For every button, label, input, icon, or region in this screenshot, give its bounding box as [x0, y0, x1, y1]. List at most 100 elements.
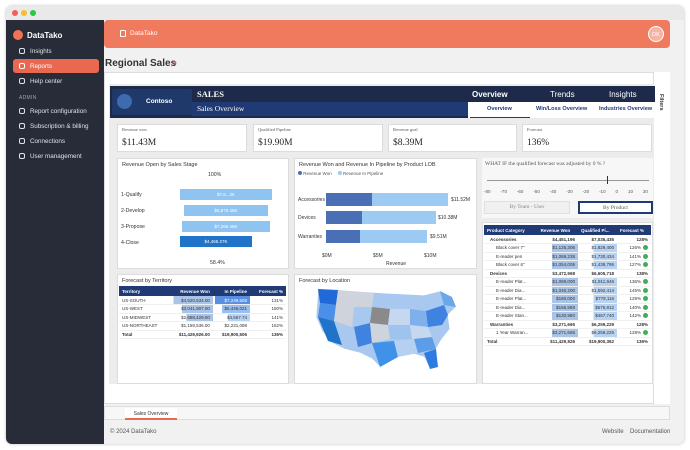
table-row[interactable]: US-MIDWEST $2,688,429.00 $4,567.74 141% — [119, 313, 286, 322]
kpi-card-revenue-goal[interactable]: Revenue goal $8.39M — [388, 124, 517, 152]
pipeline-cell: $7,249,608 — [212, 296, 251, 305]
connections-icon — [19, 138, 25, 144]
footer-copyright: © 2024 DataTako — [110, 429, 157, 435]
panel-title: Forecast by Territory — [122, 278, 173, 284]
funnel-bar[interactable]: $7.6...3K — [180, 189, 272, 200]
revenue-won-bar[interactable] — [326, 230, 360, 243]
subtab-overview[interactable]: Overview — [487, 106, 512, 112]
sidebar-item-insights[interactable]: Insights — [13, 44, 99, 58]
subtab-industries[interactable]: Industries Overview — [599, 106, 653, 112]
total-cell: $19,900,362 — [577, 337, 617, 346]
by-team-user-button[interactable]: By Team - User — [484, 201, 570, 214]
column-header[interactable]: Territory — [119, 286, 169, 296]
panel-title: Forecast by Location — [299, 278, 351, 284]
product-cell: E-reader Dia... — [484, 303, 538, 312]
column-header[interactable]: Forecast % — [250, 286, 286, 296]
footer-link-website[interactable]: Website — [602, 429, 624, 435]
column-header[interactable]: Qualified Pi... — [577, 225, 617, 235]
status-dot-icon — [643, 304, 648, 310]
table-row[interactable]: E-reader Stan... $130,980 $467,740 142% — [484, 311, 651, 321]
status-dot-icon — [643, 262, 648, 268]
topbar-logo[interactable]: DataTako — [120, 30, 157, 37]
revenue-won-bar[interactable] — [326, 193, 372, 206]
slider-handle[interactable] — [607, 176, 608, 184]
tab-overview[interactable]: Overview — [472, 90, 508, 99]
table-row[interactable]: Black cover 7" $1,125,306 $1,829,400 126% — [484, 243, 651, 253]
sidebar-item-connections[interactable]: Connections — [13, 134, 99, 148]
table-header-row: Product Category Revenue Won Qualified P… — [484, 225, 651, 235]
product-cell: $4,451,196 — [537, 235, 578, 244]
by-product-button[interactable]: By Product — [578, 201, 653, 214]
tab-insights[interactable]: Insights — [609, 90, 637, 99]
us-map[interactable] — [314, 287, 460, 373]
axis-tick-label: $0M — [322, 253, 332, 259]
table-row[interactable]: US-SOUTH $4,520,534.00 $7,249,608 131% — [119, 296, 286, 305]
pipeline-bar[interactable] — [362, 211, 436, 224]
sidebar-item-subscription-billing[interactable]: Subscription & billing — [13, 119, 99, 133]
brand[interactable]: DataTako — [13, 30, 62, 40]
pipeline-cell: $5,446,021 — [212, 304, 251, 314]
sidebar-item-label: Subscription & billing — [30, 122, 89, 130]
subtab-win-loss[interactable]: Win/Loss Overview — [536, 106, 588, 112]
product-cell: $1,125,306 — [537, 243, 578, 253]
pipeline-cell: $4,567.74 — [212, 313, 251, 322]
funnel-bar[interactable]: $6,878.45K — [184, 205, 268, 216]
status-dot-icon — [643, 313, 648, 319]
sidebar-item-help-center[interactable]: Help center — [13, 74, 99, 88]
page-tab-sales-overview[interactable]: Sales Overview — [125, 408, 177, 420]
tick-label: 0 — [615, 189, 619, 194]
pipeline-bar[interactable] — [360, 230, 427, 243]
column-header[interactable]: Product Category — [484, 225, 538, 235]
product-cell: $130,980 — [537, 311, 578, 321]
table-row[interactable]: Black cover 6" $1,054,006 $1,438,796 127% — [484, 260, 651, 270]
product-cell: $1,592,414 — [577, 286, 617, 295]
column-header[interactable]: Revenue Won — [168, 286, 213, 296]
subtab-underline — [470, 117, 530, 118]
kpi-label: Forecast — [527, 127, 543, 132]
avatar[interactable]: DK — [648, 26, 664, 42]
product-cell: $6,259,229 — [577, 320, 617, 329]
tick-label: -60 — [516, 189, 524, 194]
kpi-card-forecast[interactable]: Forecast 136% — [522, 124, 652, 152]
whatif-slider[interactable] — [487, 180, 649, 181]
product-cell: $1,069,238 — [537, 252, 578, 261]
table-group-row[interactable]: Devices $3,472,968 $6,605,718 138% — [484, 269, 651, 278]
table-row[interactable]: E-reader Dia... $156,588 $575,812 140% — [484, 303, 651, 312]
table-row[interactable]: US-WEST $3,041,907.00 $5,446,021 150% — [119, 304, 286, 314]
forecast-cell: 141% — [250, 313, 286, 322]
sidebar-item-user-management[interactable]: User management — [13, 149, 99, 163]
table-row[interactable]: E-reader Plat... $180,000 $778,116 129% — [484, 294, 651, 304]
external-link-icon[interactable]: ↗ — [170, 59, 178, 69]
funnel-bar[interactable]: $7,266.46K — [182, 221, 270, 232]
panel-title: Revenue Won and Revenue In Pipeline by P… — [299, 162, 436, 168]
column-header[interactable]: Revenue Won — [537, 225, 578, 235]
tab-trends[interactable]: Trends — [550, 90, 575, 99]
kpi-card-revenue-won[interactable]: Revenue won $11.43M — [117, 124, 247, 152]
product-cell: Warranties — [484, 320, 538, 329]
maximize-window-icon[interactable] — [30, 10, 36, 16]
document-icon — [120, 30, 126, 37]
sidebar-item-reports[interactable]: Reports — [13, 59, 99, 73]
table-row[interactable]: 1 Year Warran... $3,271,665 $6,259,229 128% — [484, 328, 651, 338]
footer-link-documentation[interactable]: Documentation — [630, 429, 671, 435]
table-row[interactable]: E-reader pen $1,069,238 $1,730,434 141% — [484, 252, 651, 261]
forecast-cell: 150% — [250, 304, 286, 314]
product-cell: 128% — [617, 235, 651, 244]
funnel-bar[interactable]: $4,465.27K — [180, 236, 252, 247]
filters-pane-toggle[interactable]: Filters — [653, 72, 670, 404]
pipeline-bar[interactable] — [372, 193, 448, 206]
close-window-icon[interactable] — [12, 10, 18, 16]
table-row[interactable]: E-reader Plat... $1,069,000 $1,911,946 136% — [484, 277, 651, 287]
kpi-card-qualified-pipeline[interactable]: Qualified Pipeline $19.90M — [253, 124, 383, 152]
revenue-won-bar[interactable] — [326, 211, 362, 224]
table-group-row[interactable]: Warranties $3,271,665 $6,259,229 128% — [484, 320, 651, 329]
product-cell: 141% — [617, 252, 651, 261]
minimize-window-icon[interactable] — [21, 10, 27, 16]
funnel-stage-label: 1-Qualify — [121, 192, 142, 198]
column-header[interactable]: Forecast % — [617, 225, 651, 235]
table-row[interactable]: E-reader Dia... $1,046,200 $1,592,414 145% — [484, 286, 651, 295]
sidebar-item-report-configuration[interactable]: Report configuration — [13, 104, 99, 118]
column-header[interactable]: In Pipeline — [212, 286, 251, 296]
table-row[interactable]: US-NORTHEAST $1,158,536.00 $2,231,098 15… — [119, 321, 286, 331]
table-group-row[interactable]: Accessories $4,451,196 $7,035,435 128% — [484, 235, 651, 244]
